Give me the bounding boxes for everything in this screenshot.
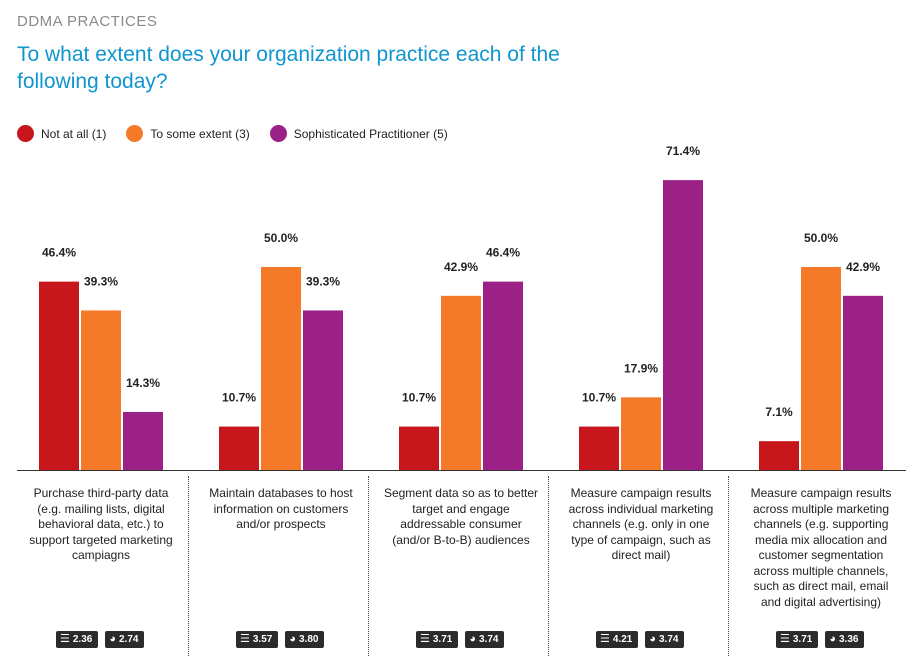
bar [261,267,301,470]
legend-label: Sophisticated Practitioner (5) [293,126,448,141]
bar-value-label: 46.4% [42,246,76,260]
list-stat-value: 4.21 [612,634,633,645]
bar-value-label: 46.4% [486,246,520,260]
category-label-4: Measure campaign results across individu… [568,486,714,562]
globe-stat-value: 2.74 [119,634,139,645]
bar [759,441,799,470]
bar-value-label: 10.7% [582,391,616,405]
bar [399,426,439,470]
list-icon: ☰ [600,633,610,645]
globe-stat-badge: ◕ 3.80 [285,631,325,648]
stat-group-5: ☰ 3.71 ◕ 3.36 [776,631,871,648]
bar-value-label: 50.0% [264,231,298,245]
section-tag: DDMA PRACTICES [17,13,158,30]
bar [219,426,259,470]
bar-value-label: 50.0% [804,231,838,245]
globe-stat-badge: ◕ 3.74 [645,631,685,648]
bar [303,310,343,470]
list-stat-value: 3.71 [792,634,813,645]
column-divider [728,476,729,656]
bar [663,180,703,470]
legend: Not at all (1) To some extent (3) Sophis… [17,125,468,142]
globe-stat-value: 3.74 [659,634,679,645]
list-stat-badge: ☰ 2.36 [56,631,99,648]
globe-icon: ◕ [649,633,656,645]
bar [621,397,661,470]
globe-stat-badge: ◕ 2.74 [105,631,145,648]
stat-group-4: ☰ 4.21 ◕ 3.74 [596,631,691,648]
globe-icon: ◕ [109,633,116,645]
legend-item-sophisticated: Sophisticated Practitioner (5) [269,125,448,142]
globe-stat-badge: ◕ 3.74 [465,631,505,648]
column-divider [368,476,369,656]
category-label-3: Segment data so as to better target and … [383,486,539,547]
globe-icon: ◕ [289,633,296,645]
legend-item-not-at-all: Not at all (1) [17,125,106,142]
list-stat-badge: ☰ 3.71 [776,631,819,648]
globe-icon: ◕ [469,633,476,645]
category-label-5: Measure campaign results across multiple… [750,486,892,609]
legend-label: Not at all (1) [41,126,107,141]
list-stat-badge: ☰ 3.71 [416,631,459,648]
category-label-2: Maintain databases to host information o… [209,486,353,531]
category-label-1: Purchase third-party data (e.g. mailing … [29,486,173,562]
list-icon: ☰ [60,633,70,645]
bar [81,310,121,470]
bar [801,267,841,470]
globe-stat-value: 3.74 [479,634,499,645]
legend-item-some-extent: To some extent (3) [126,125,250,142]
list-stat-value: 2.36 [72,634,93,645]
legend-swatch [269,125,287,142]
bar-value-label: 39.3% [84,274,118,288]
legend-label: To some extent (3) [150,126,250,141]
globe-stat-badge: ◕ 3.36 [825,631,865,648]
globe-stat-value: 3.80 [299,634,319,645]
bar [579,426,619,470]
globe-icon: ◕ [829,633,836,645]
bar-value-label: 17.9% [624,361,658,375]
stat-group-3: ☰ 3.71 ◕ 3.74 [416,631,511,648]
bar-value-label: 71.4% [666,144,700,158]
bar [441,295,481,470]
bar-value-label: 10.7% [402,391,436,405]
stat-group-2: ☰ 3.57 ◕ 3.80 [236,631,331,648]
legend-swatch [17,125,34,142]
bar-value-label: 39.3% [306,274,340,288]
list-icon: ☰ [780,633,790,645]
bar [483,281,523,470]
list-stat-badge: ☰ 3.57 [236,631,279,648]
list-stat-value: 3.71 [432,634,453,645]
column-divider [188,476,189,656]
list-icon: ☰ [420,633,430,645]
bar-value-label: 7.1% [765,405,793,419]
chart-question: To what extent does your organization pr… [17,43,560,93]
bar [123,411,163,470]
bar-value-label: 10.7% [222,391,256,405]
bar-value-label: 14.3% [126,376,160,390]
stat-group-1: ☰ 2.36 ◕ 2.74 [56,631,151,648]
bar-value-label: 42.9% [846,260,880,274]
bar [843,295,883,470]
bar [39,281,79,470]
list-stat-badge: ☰ 4.21 [596,631,639,648]
legend-swatch [126,125,144,142]
column-divider [548,476,549,656]
list-icon: ☰ [240,633,250,645]
bar-value-label: 42.9% [444,260,478,274]
list-stat-value: 3.57 [252,634,273,645]
globe-stat-value: 3.36 [839,634,859,645]
